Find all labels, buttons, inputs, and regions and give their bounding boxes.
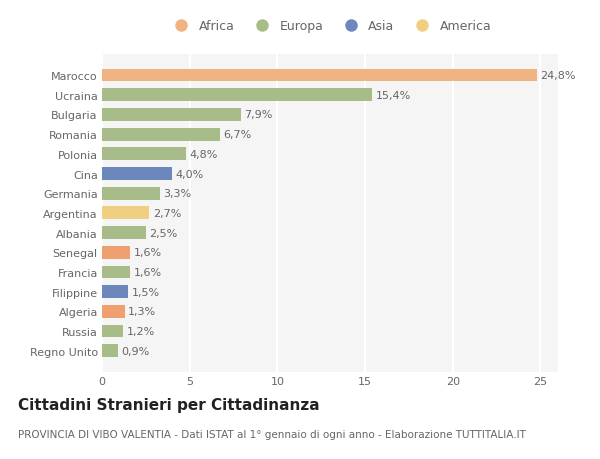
Bar xyxy=(102,187,160,200)
Text: 4,8%: 4,8% xyxy=(190,150,218,159)
Text: 1,5%: 1,5% xyxy=(132,287,160,297)
Bar xyxy=(102,345,118,358)
Bar xyxy=(102,227,146,240)
Text: 2,7%: 2,7% xyxy=(153,208,181,218)
Text: 1,2%: 1,2% xyxy=(127,326,155,336)
Text: 1,6%: 1,6% xyxy=(134,248,161,258)
Bar xyxy=(102,129,220,141)
Bar xyxy=(102,285,128,298)
Text: 4,0%: 4,0% xyxy=(176,169,204,179)
Text: 6,7%: 6,7% xyxy=(223,130,251,140)
Bar xyxy=(102,89,372,102)
Bar xyxy=(102,305,125,318)
Text: 1,3%: 1,3% xyxy=(128,307,157,317)
Bar xyxy=(102,109,241,122)
Text: 1,6%: 1,6% xyxy=(134,268,161,277)
Text: 3,3%: 3,3% xyxy=(163,189,191,199)
Bar xyxy=(102,246,130,259)
Bar xyxy=(102,325,123,338)
Text: 15,4%: 15,4% xyxy=(376,90,411,101)
Legend: Africa, Europa, Asia, America: Africa, Europa, Asia, America xyxy=(169,20,491,33)
Bar xyxy=(102,168,172,180)
Text: 0,9%: 0,9% xyxy=(121,346,149,356)
Bar xyxy=(102,69,537,82)
Text: 2,5%: 2,5% xyxy=(149,228,178,238)
Bar xyxy=(102,266,130,279)
Bar xyxy=(102,148,186,161)
Bar xyxy=(102,207,149,220)
Text: PROVINCIA DI VIBO VALENTIA - Dati ISTAT al 1° gennaio di ogni anno - Elaborazion: PROVINCIA DI VIBO VALENTIA - Dati ISTAT … xyxy=(18,429,526,439)
Text: 24,8%: 24,8% xyxy=(541,71,576,81)
Text: 7,9%: 7,9% xyxy=(244,110,272,120)
Text: Cittadini Stranieri per Cittadinanza: Cittadini Stranieri per Cittadinanza xyxy=(18,397,320,412)
